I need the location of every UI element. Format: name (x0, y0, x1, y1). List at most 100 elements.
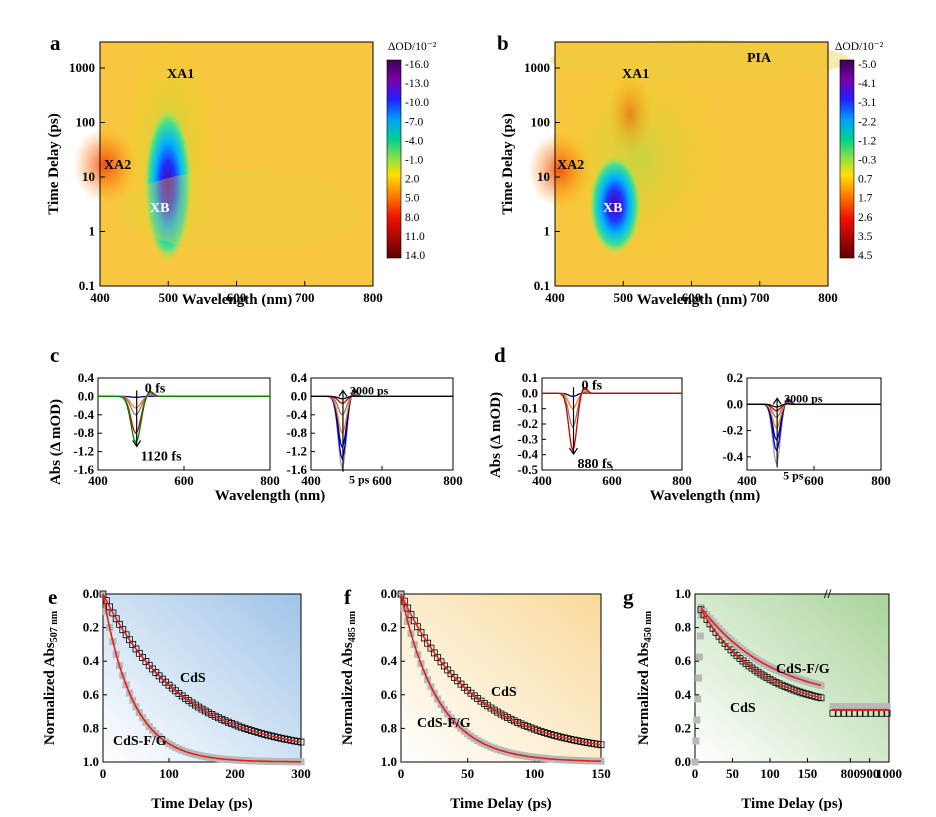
colorbar-tick-label: -16.0 (405, 59, 429, 71)
fit-line (700, 609, 822, 699)
colorbar-tick-label: 0.7 (858, 174, 873, 186)
x-tick-label: 600 (174, 473, 194, 488)
x-tick-label: 800 (443, 473, 463, 488)
spectrum-line (747, 397, 881, 466)
fit-line (400, 593, 602, 746)
spectra-c-ylabel: Abs (Δ mOD) (48, 399, 64, 485)
colorbar-tick-label: -2.2 (858, 116, 876, 128)
arrow-start-label: 5 ps (783, 468, 804, 482)
kinetics-g-xlabel: Time Delay (ps) (741, 796, 842, 812)
colorbar-tick-label: 14.0 (405, 250, 425, 262)
colorbar-tick-label: 1.7 (858, 193, 873, 205)
x-tick-label: 800 (363, 290, 383, 305)
spectrum-line (311, 389, 453, 461)
colorbar-tick-label: 8.0 (405, 212, 420, 224)
spectrum-line (542, 386, 682, 452)
x-tick-label: 0 (692, 766, 699, 781)
heatmap-b-label-xb: XB (603, 201, 622, 216)
y-tick-label: 0.2 (675, 720, 691, 735)
y-tick-label: 0.0 (381, 586, 397, 601)
y-tick-label: 0.4 (675, 687, 692, 702)
spectrum-line (311, 393, 453, 416)
y-tick-label: 1 (544, 224, 551, 239)
panel-letter-f: f (344, 585, 352, 609)
data-point-cdsfg (691, 758, 699, 766)
y-tick-label: 0.6 (381, 687, 398, 702)
x-tick-label: 100 (159, 766, 179, 781)
y-tick-label: -0.2 (517, 416, 538, 431)
heatmap-b-label-xa2: XA2 (557, 158, 584, 173)
x-tick-label: 800 (260, 473, 280, 488)
arrow-head (772, 397, 782, 405)
spectra-c-xlabel: Wavelength (nm) (215, 488, 325, 504)
y-tick-label: -1.2 (73, 444, 94, 459)
y-tick-label: 1.0 (83, 754, 99, 769)
y-tick-label: 0.4 (83, 653, 100, 668)
y-tick-label: 0.0 (291, 388, 307, 403)
x-tick-label: 400 (737, 473, 757, 488)
kinetics-f-label-cds: CdS (491, 685, 517, 700)
y-tick-label: 1.0 (675, 586, 691, 601)
spectrum-line (311, 392, 453, 435)
arrow-start-label: 0 fs (582, 378, 603, 393)
colorbar-tick-label: -5.0 (858, 59, 876, 71)
x-tick-label: 150 (591, 766, 611, 781)
y-tick-label: 0.1 (534, 278, 550, 293)
panel-letter-b: b (497, 31, 509, 55)
data-point-cdsfg (694, 695, 702, 703)
arrow-end-label: 3000 ps (784, 391, 823, 405)
spectrum-line (311, 390, 453, 449)
x-tick-label: 900 (860, 766, 880, 781)
y-tick-label: -0.4 (722, 449, 743, 464)
y-tick-label: 0.8 (675, 620, 692, 635)
data-point-cdsfg (693, 716, 701, 724)
plot-frame (694, 593, 890, 763)
y-tick-label: 1000 (69, 60, 95, 75)
colorbar-tick-label: -3.1 (858, 97, 876, 109)
heatmap-b-label-xa1: XA1 (622, 67, 649, 82)
colorbar-tick-label: -13.0 (405, 78, 429, 90)
y-tick-label: 0.0 (675, 754, 691, 769)
data-point-cdsfg (692, 737, 700, 745)
y-tick-label: 1 (89, 224, 96, 239)
y-tick-label: 1.0 (381, 754, 397, 769)
heatmap-a (73, 30, 374, 287)
y-tick-label: -0.4 (286, 407, 307, 422)
kinetics-e-label-cdsfg: CdS-F/G (113, 734, 167, 749)
fit-line (102, 593, 302, 743)
spectra-d-early: 400 600 800 0.10.0-0.1-0.2-0.3-0.4-0.5 0 fs 8… (517, 370, 691, 488)
heatmap-a-axes: 400 500 600 700 800 0.1 1 10 100 1000 (69, 60, 383, 305)
x-tick-label: 50 (461, 766, 474, 781)
y-tick-label: 0.8 (83, 720, 100, 735)
arrow-end-label: 3000 ps (350, 383, 389, 397)
colorbar-tick-label: -4.1 (858, 78, 876, 90)
panel-letter-g: g (623, 585, 634, 609)
y-tick-label: 0.0 (727, 396, 743, 411)
data-point-cdsfg (883, 703, 891, 711)
y-tick-label: -0.8 (73, 425, 94, 440)
x-tick-label: 500 (159, 290, 179, 305)
x-tick-label: 700 (750, 290, 770, 305)
y-tick-label: 0.6 (83, 687, 100, 702)
y-tick-label: 0.2 (727, 370, 743, 385)
y-tick-label: 100 (531, 115, 551, 130)
colorbar-tick-label: 4.5 (858, 250, 873, 262)
y-tick-label: 0.0 (522, 385, 538, 400)
spectra-c-late: 400 600 800 0.4 0.0 -0.4 -0.8 -1.2 -1.6 3000 ps 5 … (286, 370, 462, 488)
x-tick-label: 600 (602, 473, 622, 488)
kinetics-e-label-cds: CdS (180, 671, 206, 686)
fit-line (700, 607, 822, 687)
x-tick-label: 200 (225, 766, 245, 781)
colorbar-tick-label: 11.0 (405, 231, 425, 243)
data-point-cdsfg (695, 674, 703, 682)
heatmap-a-label-xa2: XA2 (104, 158, 131, 173)
spectrum-line (311, 395, 453, 400)
y-tick-label: -1.2 (286, 444, 307, 459)
heatmap-b-axes: 400 500 600 700 800 0.1 1 10 100 1000 (524, 60, 838, 305)
panel-letter-c: c (50, 343, 59, 367)
kinetics-f-label-cdsfg: CdS-F/G (417, 716, 471, 731)
y-tick-label: -0.2 (722, 423, 743, 438)
plot-frame (102, 593, 302, 763)
